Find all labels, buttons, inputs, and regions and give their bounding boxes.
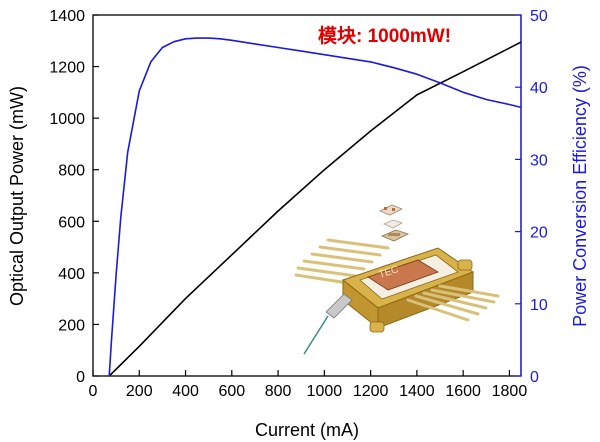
x-tick-label: 1800 <box>492 383 528 400</box>
y-left-tick-label: 600 <box>58 214 85 231</box>
y-left-tick-label: 0 <box>76 369 85 386</box>
right-axis-title: Power Conversion Efficiency (%) <box>570 65 590 327</box>
y-right-tick-label: 50 <box>530 8 548 25</box>
x-axis-ticks: 0 200 400 600 800 1000 1200 1400 1600 1800 <box>89 370 528 400</box>
callout-text: 模块: 1000mW! <box>318 24 451 47</box>
power-series-line <box>108 41 522 377</box>
plot-frame <box>92 14 522 377</box>
y-right-tick-label: 30 <box>530 152 548 169</box>
y-right-tick-label: 20 <box>530 225 548 242</box>
laser-module-package-icon: TEC <box>294 204 500 355</box>
y-left-tick-label: 1200 <box>49 60 85 77</box>
y-left-tick-label: 1400 <box>49 8 85 25</box>
y-left-tick-label: 400 <box>58 266 85 283</box>
series-layer <box>108 37 522 377</box>
left-axis-ticks: 0 200 400 600 800 1000 1200 1400 <box>49 8 99 386</box>
y-left-tick-label: 800 <box>58 163 85 180</box>
y-left-tick-label: 200 <box>58 317 85 334</box>
left-axis-title: Optical Output Power (mW) <box>7 86 27 306</box>
y-right-tick-label: 40 <box>530 80 548 97</box>
x-tick-label: 200 <box>126 383 153 400</box>
x-tick-label: 1200 <box>353 383 389 400</box>
y-left-tick-label: 1000 <box>49 111 85 128</box>
x-tick-label: 1000 <box>307 383 343 400</box>
x-axis-title: Current (mA) <box>255 420 359 440</box>
x-tick-label: 1600 <box>445 383 481 400</box>
y-right-tick-label: 10 <box>530 297 548 314</box>
x-tick-label: 0 <box>89 383 98 400</box>
x-tick-label: 1400 <box>399 383 435 400</box>
right-axis-ticks: 0 10 20 30 40 50 <box>515 8 548 386</box>
efficiency-series-line <box>108 37 522 377</box>
x-tick-label: 600 <box>218 383 245 400</box>
y-right-tick-label: 0 <box>530 369 539 386</box>
x-tick-label: 800 <box>265 383 292 400</box>
x-tick-label: 400 <box>172 383 199 400</box>
